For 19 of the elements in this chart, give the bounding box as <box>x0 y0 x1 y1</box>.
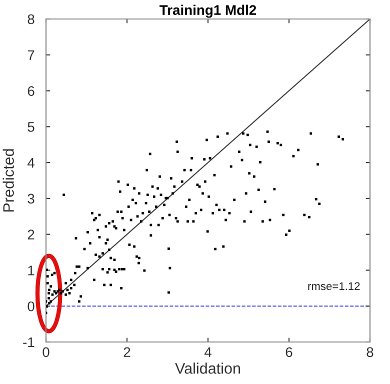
x-tick-label: 2 <box>124 347 130 357</box>
x-tick-label: 4 <box>204 347 212 357</box>
y-tick-label: 3 <box>28 194 34 204</box>
y-tick-label: 8 <box>28 14 34 24</box>
x-tick-label: 0 <box>42 347 50 358</box>
y-tick-label: 1 <box>28 266 34 276</box>
chart-title: Training1 Mdl2 <box>160 4 256 18</box>
x-tick-label: 8 <box>366 347 374 358</box>
y-tick-label: 5 <box>28 122 34 132</box>
x-tick-label: 6 <box>286 347 292 358</box>
y-tick-label: -1 <box>23 337 34 348</box>
y-tick-label: 7 <box>28 50 34 60</box>
y-tick-label: 6 <box>28 86 34 96</box>
annotation: rmse=1.12 <box>308 282 360 290</box>
y-axis-title: Predicted <box>2 149 14 212</box>
y-tick-label: 4 <box>27 158 34 168</box>
y-tick-label: 0 <box>28 301 34 312</box>
y-tick-label: 2 <box>28 230 34 240</box>
x-axis-title: Validation <box>175 362 240 374</box>
